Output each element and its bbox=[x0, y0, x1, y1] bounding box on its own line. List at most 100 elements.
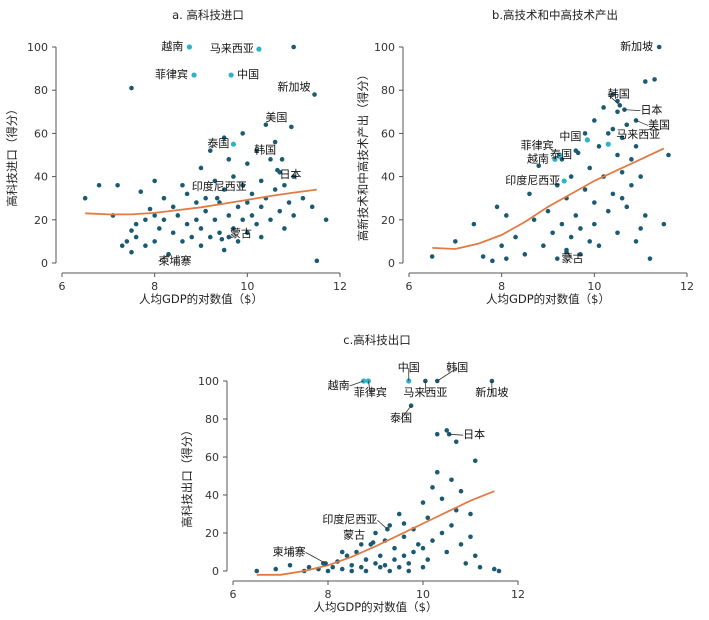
data-point bbox=[513, 234, 518, 240]
x-tick-label: 8 bbox=[498, 280, 505, 293]
annotated-point bbox=[656, 44, 662, 50]
data-point bbox=[629, 157, 634, 162]
data-point bbox=[605, 131, 611, 136]
point-annotation: 马来西亚 bbox=[403, 386, 447, 399]
data-point bbox=[582, 187, 588, 192]
data-point bbox=[504, 256, 509, 261]
data-point bbox=[300, 195, 306, 201]
data-point bbox=[425, 515, 431, 521]
data-point bbox=[494, 204, 500, 210]
data-point bbox=[458, 488, 464, 494]
y-tick-label: 60 bbox=[34, 127, 48, 140]
data-point bbox=[194, 217, 199, 223]
data-point bbox=[458, 542, 464, 547]
data-point bbox=[434, 469, 440, 475]
data-point bbox=[272, 139, 278, 145]
data-point bbox=[536, 163, 542, 169]
annotated-point bbox=[370, 540, 376, 545]
data-point bbox=[554, 182, 560, 188]
data-point bbox=[254, 148, 259, 153]
point-annotation: 柬埔寨 bbox=[273, 544, 306, 558]
data-point bbox=[661, 221, 667, 227]
data-point bbox=[573, 213, 579, 218]
data-point bbox=[550, 230, 555, 236]
y-tick-label: 40 bbox=[34, 171, 48, 184]
data-point bbox=[429, 254, 435, 259]
annotated-point bbox=[575, 150, 581, 156]
data-point bbox=[212, 178, 218, 184]
data-point bbox=[472, 553, 478, 559]
leader-line bbox=[400, 405, 412, 419]
leader-line bbox=[305, 552, 326, 564]
data-point bbox=[217, 230, 222, 236]
data-point bbox=[430, 485, 435, 490]
data-point bbox=[610, 92, 616, 97]
data-point bbox=[133, 221, 139, 227]
leader-line bbox=[566, 251, 573, 260]
annotated-point bbox=[279, 157, 285, 162]
data-point bbox=[624, 122, 630, 128]
data-point bbox=[453, 239, 458, 244]
point-annotation: 日本 bbox=[640, 103, 662, 117]
data-point bbox=[189, 234, 195, 240]
chart-title: b.高技术和中高技术产出 bbox=[492, 8, 618, 22]
data-point bbox=[615, 230, 620, 236]
data-point bbox=[490, 258, 495, 264]
data-point bbox=[330, 564, 336, 570]
data-point bbox=[439, 496, 445, 502]
data-point bbox=[633, 239, 639, 244]
data-point bbox=[152, 178, 157, 184]
data-point bbox=[240, 217, 245, 223]
data-point bbox=[273, 566, 279, 572]
data-point bbox=[449, 523, 454, 528]
x-axis-title: 人均GDP的对数值（$） bbox=[139, 292, 263, 306]
point-annotation: 柬埔寨 bbox=[159, 253, 192, 267]
data-point bbox=[420, 564, 426, 570]
data-point bbox=[358, 564, 364, 570]
data-point bbox=[638, 174, 643, 179]
data-point bbox=[254, 221, 259, 227]
data-point bbox=[245, 161, 250, 166]
data-point bbox=[245, 230, 250, 236]
data-point bbox=[115, 182, 120, 188]
data-point bbox=[354, 549, 359, 555]
point-annotation: 日本 bbox=[463, 427, 485, 441]
x-tick-label: 10 bbox=[240, 280, 254, 293]
y-axis-title: 高科技进口（得分） bbox=[5, 103, 19, 207]
data-point bbox=[198, 165, 204, 171]
data-point bbox=[221, 135, 227, 141]
data-point bbox=[344, 553, 350, 559]
x-axis-title: 人均GDP的对数值（$） bbox=[486, 292, 610, 306]
point-annotation: 蒙古 bbox=[343, 529, 365, 542]
point-annotation: 菲律宾 bbox=[521, 138, 554, 152]
data-point bbox=[633, 144, 639, 149]
chart-panel-a: a. 高科技进口 6 8 10 12 0 20 40 60 80 100 人均GDP的对数值（$） 高科… bbox=[5, 8, 347, 306]
data-point bbox=[624, 204, 630, 210]
y-tick-label: 0 bbox=[388, 257, 395, 270]
data-point bbox=[420, 545, 426, 551]
data-point bbox=[382, 563, 388, 568]
data-point bbox=[363, 557, 369, 562]
data-point bbox=[314, 258, 320, 264]
y-tick-label: 20 bbox=[205, 527, 219, 540]
point-annotation: 越南 bbox=[161, 39, 183, 53]
point-annotation: 日本 bbox=[279, 167, 301, 181]
point-annotation: 印度尼西亚 bbox=[322, 512, 377, 526]
leader-line bbox=[624, 109, 641, 112]
data-point bbox=[240, 182, 245, 188]
data-point bbox=[541, 243, 546, 249]
annotated-point bbox=[219, 236, 225, 242]
x-tick-label: 10 bbox=[587, 280, 601, 293]
y-tick-label: 40 bbox=[205, 489, 219, 502]
data-point bbox=[226, 213, 232, 218]
x-tick-label: 8 bbox=[325, 588, 332, 601]
highlight-point bbox=[561, 178, 567, 184]
y-tick-label: 100 bbox=[374, 41, 395, 54]
data-point bbox=[401, 534, 407, 540]
data-point bbox=[170, 204, 176, 210]
data-point bbox=[198, 243, 204, 249]
data-point bbox=[610, 191, 616, 197]
data-point bbox=[194, 200, 199, 205]
data-point bbox=[592, 221, 597, 227]
leader-line bbox=[449, 433, 464, 436]
